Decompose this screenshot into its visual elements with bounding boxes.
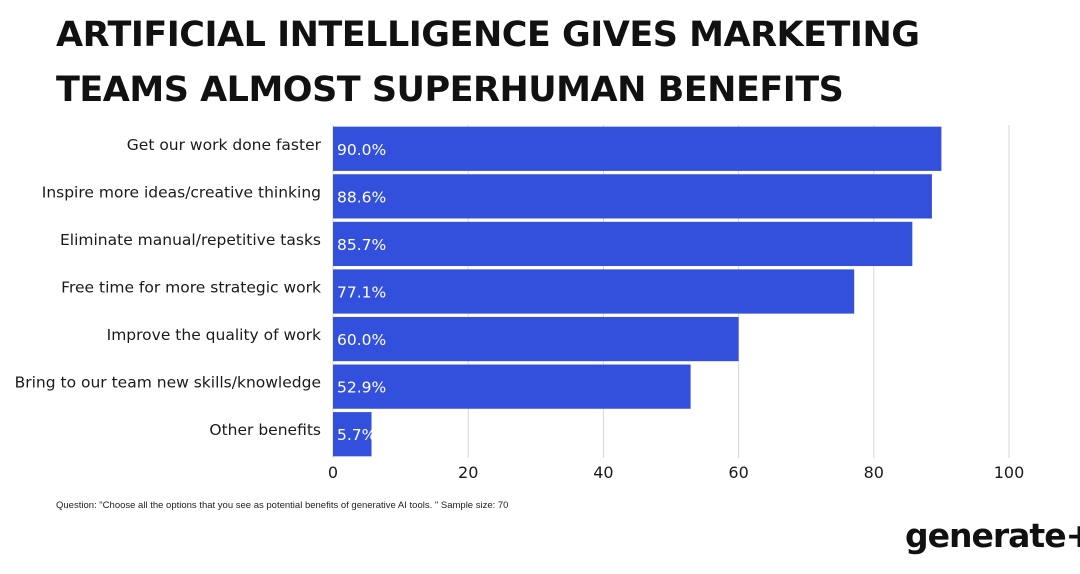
category-label: Free time for more strategic work bbox=[61, 279, 321, 297]
footnote: Question: "Choose all the options that y… bbox=[56, 500, 509, 511]
value-label: 85.7% bbox=[337, 236, 386, 254]
bars bbox=[333, 126, 942, 457]
x-tick-label: 80 bbox=[864, 463, 884, 482]
chart-title: ARTIFICIAL INTELLIGENCE GIVES MARKETING … bbox=[56, 8, 1036, 118]
value-label: 52.9% bbox=[337, 379, 386, 397]
x-tick-label: 40 bbox=[593, 463, 613, 482]
bar bbox=[333, 412, 372, 457]
category-label: Inspire more ideas/creative thinking bbox=[42, 183, 321, 201]
value-label: 77.1% bbox=[337, 284, 386, 302]
category-label: Other benefits bbox=[209, 421, 321, 439]
x-tick-label: 20 bbox=[458, 463, 478, 482]
x-tick-label: 60 bbox=[728, 463, 748, 482]
value-label: 90.0% bbox=[337, 141, 386, 159]
value-label: 60.0% bbox=[337, 331, 386, 349]
bar bbox=[333, 126, 942, 171]
brand-logo: generate+ bbox=[905, 516, 1080, 555]
chart-title-line-1: ARTIFICIAL INTELLIGENCE GIVES MARKETING bbox=[56, 15, 920, 55]
x-tick-label: 0 bbox=[328, 463, 338, 482]
category-labels: Get our work done faster Inspire more ide… bbox=[15, 136, 322, 439]
x-axis-tick-labels: 0 20 40 60 80 100 bbox=[328, 463, 1024, 482]
category-label: Eliminate manual/repetitive tasks bbox=[60, 231, 321, 249]
category-label: Get our work done faster bbox=[127, 136, 322, 154]
bar bbox=[333, 364, 691, 409]
value-label: 88.6% bbox=[337, 188, 386, 206]
bar bbox=[333, 316, 739, 362]
chart-title-line-2: TEAMS ALMOST SUPERHUMAN BENEFITS bbox=[56, 70, 844, 110]
value-labels: 90.0% 88.6% 85.7% 77.1% 60.0% 52.9% 5.7% bbox=[337, 141, 386, 444]
bar bbox=[333, 269, 855, 314]
category-label: Improve the quality of work bbox=[107, 326, 321, 344]
x-tick-label: 100 bbox=[994, 463, 1025, 482]
bar bbox=[333, 174, 932, 219]
category-label: Bring to our team new skills/knowledge bbox=[15, 374, 321, 392]
bar bbox=[333, 221, 913, 267]
value-label: 5.7% bbox=[337, 426, 376, 444]
